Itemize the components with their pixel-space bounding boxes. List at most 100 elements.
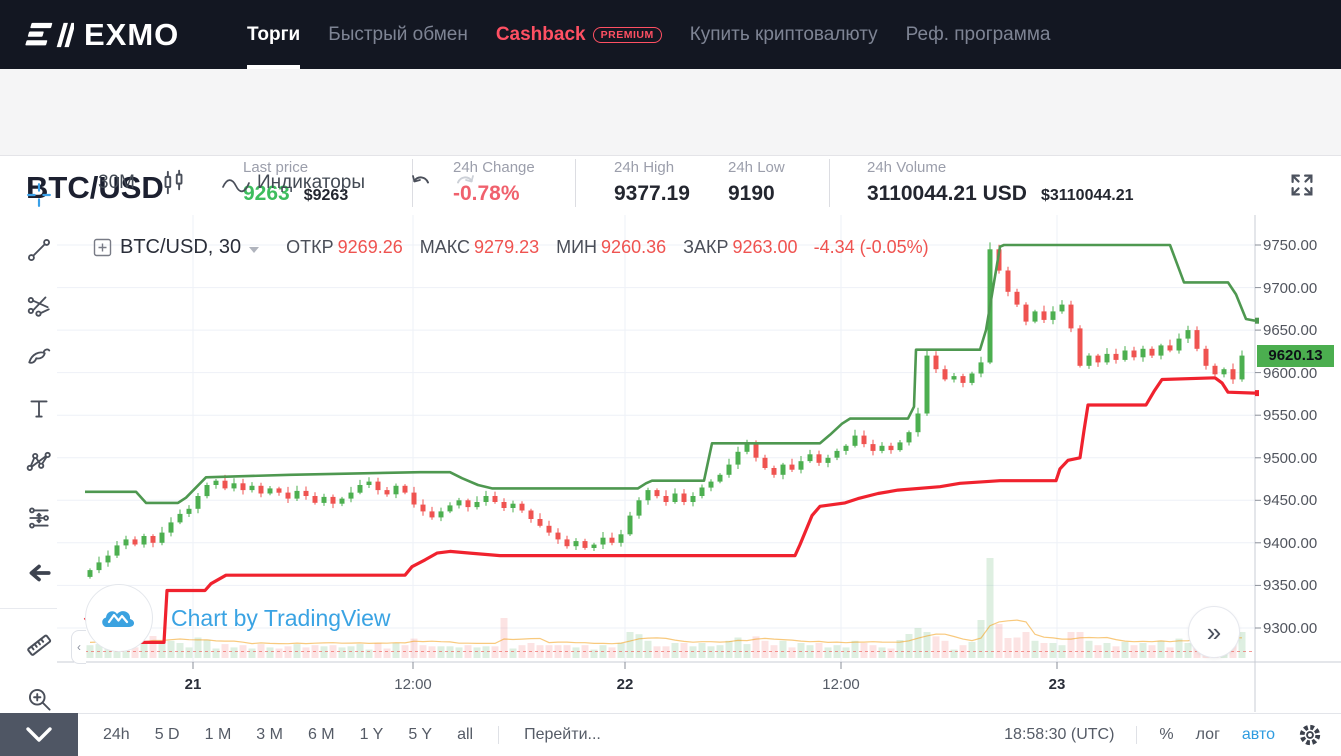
interval-button[interactable]: 30M <box>98 172 135 193</box>
chevron-down-icon <box>26 726 52 742</box>
ticker-divider <box>829 159 830 207</box>
crosshair-icon <box>27 183 51 207</box>
nav-item-label: Торги <box>247 23 301 45</box>
hide-panel-button[interactable] <box>0 713 78 756</box>
ticker-bar: BTC/USD Last price 9263 $9263 24h Change -0.… <box>0 69 1341 207</box>
scroll-to-realtime-button[interactable]: » <box>1188 606 1240 658</box>
price-tick-label: 9400.00 <box>1263 534 1318 552</box>
price-tick-label: 9650.00 <box>1263 322 1318 340</box>
nav-item-1[interactable]: Быстрый обмен <box>328 0 468 69</box>
exmo-logo[interactable]: EXMO <box>22 17 232 53</box>
nav-item-label: Быстрый обмен <box>328 23 468 45</box>
back-arrow-tool[interactable] <box>24 558 54 588</box>
fullscreen-icon[interactable] <box>1287 170 1317 205</box>
tradingview-logo-icon <box>85 584 153 652</box>
stat-label: 24h High <box>614 159 675 176</box>
auto-scale-button[interactable]: авто <box>1241 725 1275 743</box>
price-tick-label: 9700.00 <box>1263 279 1318 297</box>
brush-tool[interactable] <box>24 342 54 372</box>
range-button-3m[interactable]: 3 M <box>256 725 283 743</box>
clock[interactable]: 18:58:30 (UTC) <box>1004 725 1115 743</box>
stat-value: 9190 <box>728 182 775 205</box>
footer-divider <box>498 725 500 744</box>
ticker-stat: 24h Low 9190 <box>728 159 785 206</box>
range-button-6m[interactable]: 6 M <box>307 725 335 743</box>
legend-item-value: 9263.00 <box>732 237 798 257</box>
redo-icon[interactable] <box>452 171 478 200</box>
legend-item: МАКС 9279.23 <box>420 237 539 257</box>
time-tick-label: 12:00 <box>822 676 860 693</box>
price-tick-label: 9450.00 <box>1263 492 1318 510</box>
top-nav: EXMO Торги Быстрый обмен Cashback PREMIUM Ку… <box>0 0 1341 69</box>
gear-icon[interactable] <box>1297 722 1323 748</box>
legend-change: -4.34 (-0.05%) <box>813 237 929 257</box>
chart-legend: BTC/USD, 30 ОТКР 9269.26 МАКС 9279.23 МИН 926… <box>93 236 929 259</box>
tradingview-watermark[interactable]: Chart by TradingView <box>85 584 390 652</box>
ticker-stat: 24h High 9377.19 <box>614 159 690 206</box>
undo-icon[interactable] <box>408 171 434 200</box>
indicators-button[interactable]: Индикаторы <box>257 172 366 193</box>
range-button-24h[interactable]: 24h <box>103 725 130 743</box>
time-tick-label: 23 <box>1048 676 1066 693</box>
nav-item-3[interactable]: Купить криптовалюту <box>690 0 878 69</box>
legend-item-value: 9260.36 <box>601 237 667 257</box>
text-tool[interactable] <box>24 394 54 424</box>
time-tick-label: 12:00 <box>394 676 432 693</box>
range-button-1y[interactable]: 1 Y <box>359 725 384 743</box>
price-tick-label: 9600.00 <box>1263 364 1318 382</box>
chevron-down-icon[interactable] <box>249 246 260 253</box>
range-button-1m[interactable]: 1 M <box>204 725 232 743</box>
watermark-text: Chart by TradingView <box>171 604 391 631</box>
range-button-all[interactable]: all <box>457 725 474 743</box>
crosshair-tool[interactable] <box>24 180 54 210</box>
nav-item-label: Cashback <box>495 23 586 45</box>
legend-item-value: 9269.26 <box>337 237 403 257</box>
price-tick-label: 9550.00 <box>1263 407 1318 425</box>
stat-label: 24h Change <box>453 159 535 176</box>
premium-badge: PREMIUM <box>592 26 662 43</box>
nav-item-label: Реф. программа <box>905 23 1051 45</box>
gann-fib-tool[interactable] <box>24 290 54 320</box>
nav-item-2[interactable]: Cashback PREMIUM <box>496 0 662 69</box>
stat-label: Last price <box>243 159 309 176</box>
collapse-toolbar-tab[interactable]: ‹ <box>71 630 86 664</box>
ruler-tool[interactable] <box>24 630 54 660</box>
ticker-stat: 24h Volume 3110044.21 USD $3110044.21 <box>867 159 1134 206</box>
ticker-divider <box>575 159 576 207</box>
zoom-in-tool[interactable] <box>24 684 54 714</box>
legend-item-label: ОТКР <box>286 237 334 257</box>
ruler-icon <box>27 634 52 656</box>
nav-item-4[interactable]: Реф. программа <box>906 0 1051 69</box>
footer-divider <box>1136 725 1138 744</box>
nav-item-label: Купить криптовалюту <box>689 23 878 45</box>
brush-icon <box>28 348 51 364</box>
legend-item: МИН 9260.36 <box>556 237 666 257</box>
goto-date-button[interactable]: Перейти... <box>524 725 601 743</box>
pattern-tool[interactable] <box>24 447 54 477</box>
nav-items: Торги Быстрый обмен Cashback PREMIUM Купить … <box>247 0 1078 69</box>
forecast-tool[interactable] <box>24 503 54 533</box>
compare-wave-icon[interactable] <box>221 174 251 199</box>
price-tick-label: 9500.00 <box>1263 449 1318 467</box>
legend-item-value: 9279.23 <box>474 237 540 257</box>
nav-item-0[interactable]: Торги <box>247 0 301 69</box>
legend-symbol[interactable]: BTC/USD, 30 <box>120 236 242 258</box>
legend-item-label: МИН <box>556 237 598 257</box>
stat-value: 9377.19 <box>614 182 690 205</box>
symbol-details-icon[interactable] <box>93 238 112 257</box>
bottom-toolbar <box>0 713 1341 756</box>
percent-scale-button[interactable]: % <box>1159 725 1174 743</box>
stat-subvalue: $3110044.21 <box>1040 187 1134 204</box>
trend-line-tool[interactable] <box>24 235 54 265</box>
range-button-5d[interactable]: 5 D <box>154 725 180 743</box>
legend-item-label: МАКС <box>419 237 471 257</box>
candles-interval-icon[interactable] <box>160 169 187 201</box>
text-icon <box>30 400 48 418</box>
price-tick-label: 9300.00 <box>1263 619 1318 637</box>
legend-item: ОТКР 9269.26 <box>286 237 403 257</box>
stat-label: 24h Volume <box>867 159 947 176</box>
log-scale-button[interactable]: лог <box>1195 725 1220 743</box>
range-button-5y[interactable]: 5 Y <box>408 725 433 743</box>
legend-item-label: ЗАКР <box>683 237 729 257</box>
